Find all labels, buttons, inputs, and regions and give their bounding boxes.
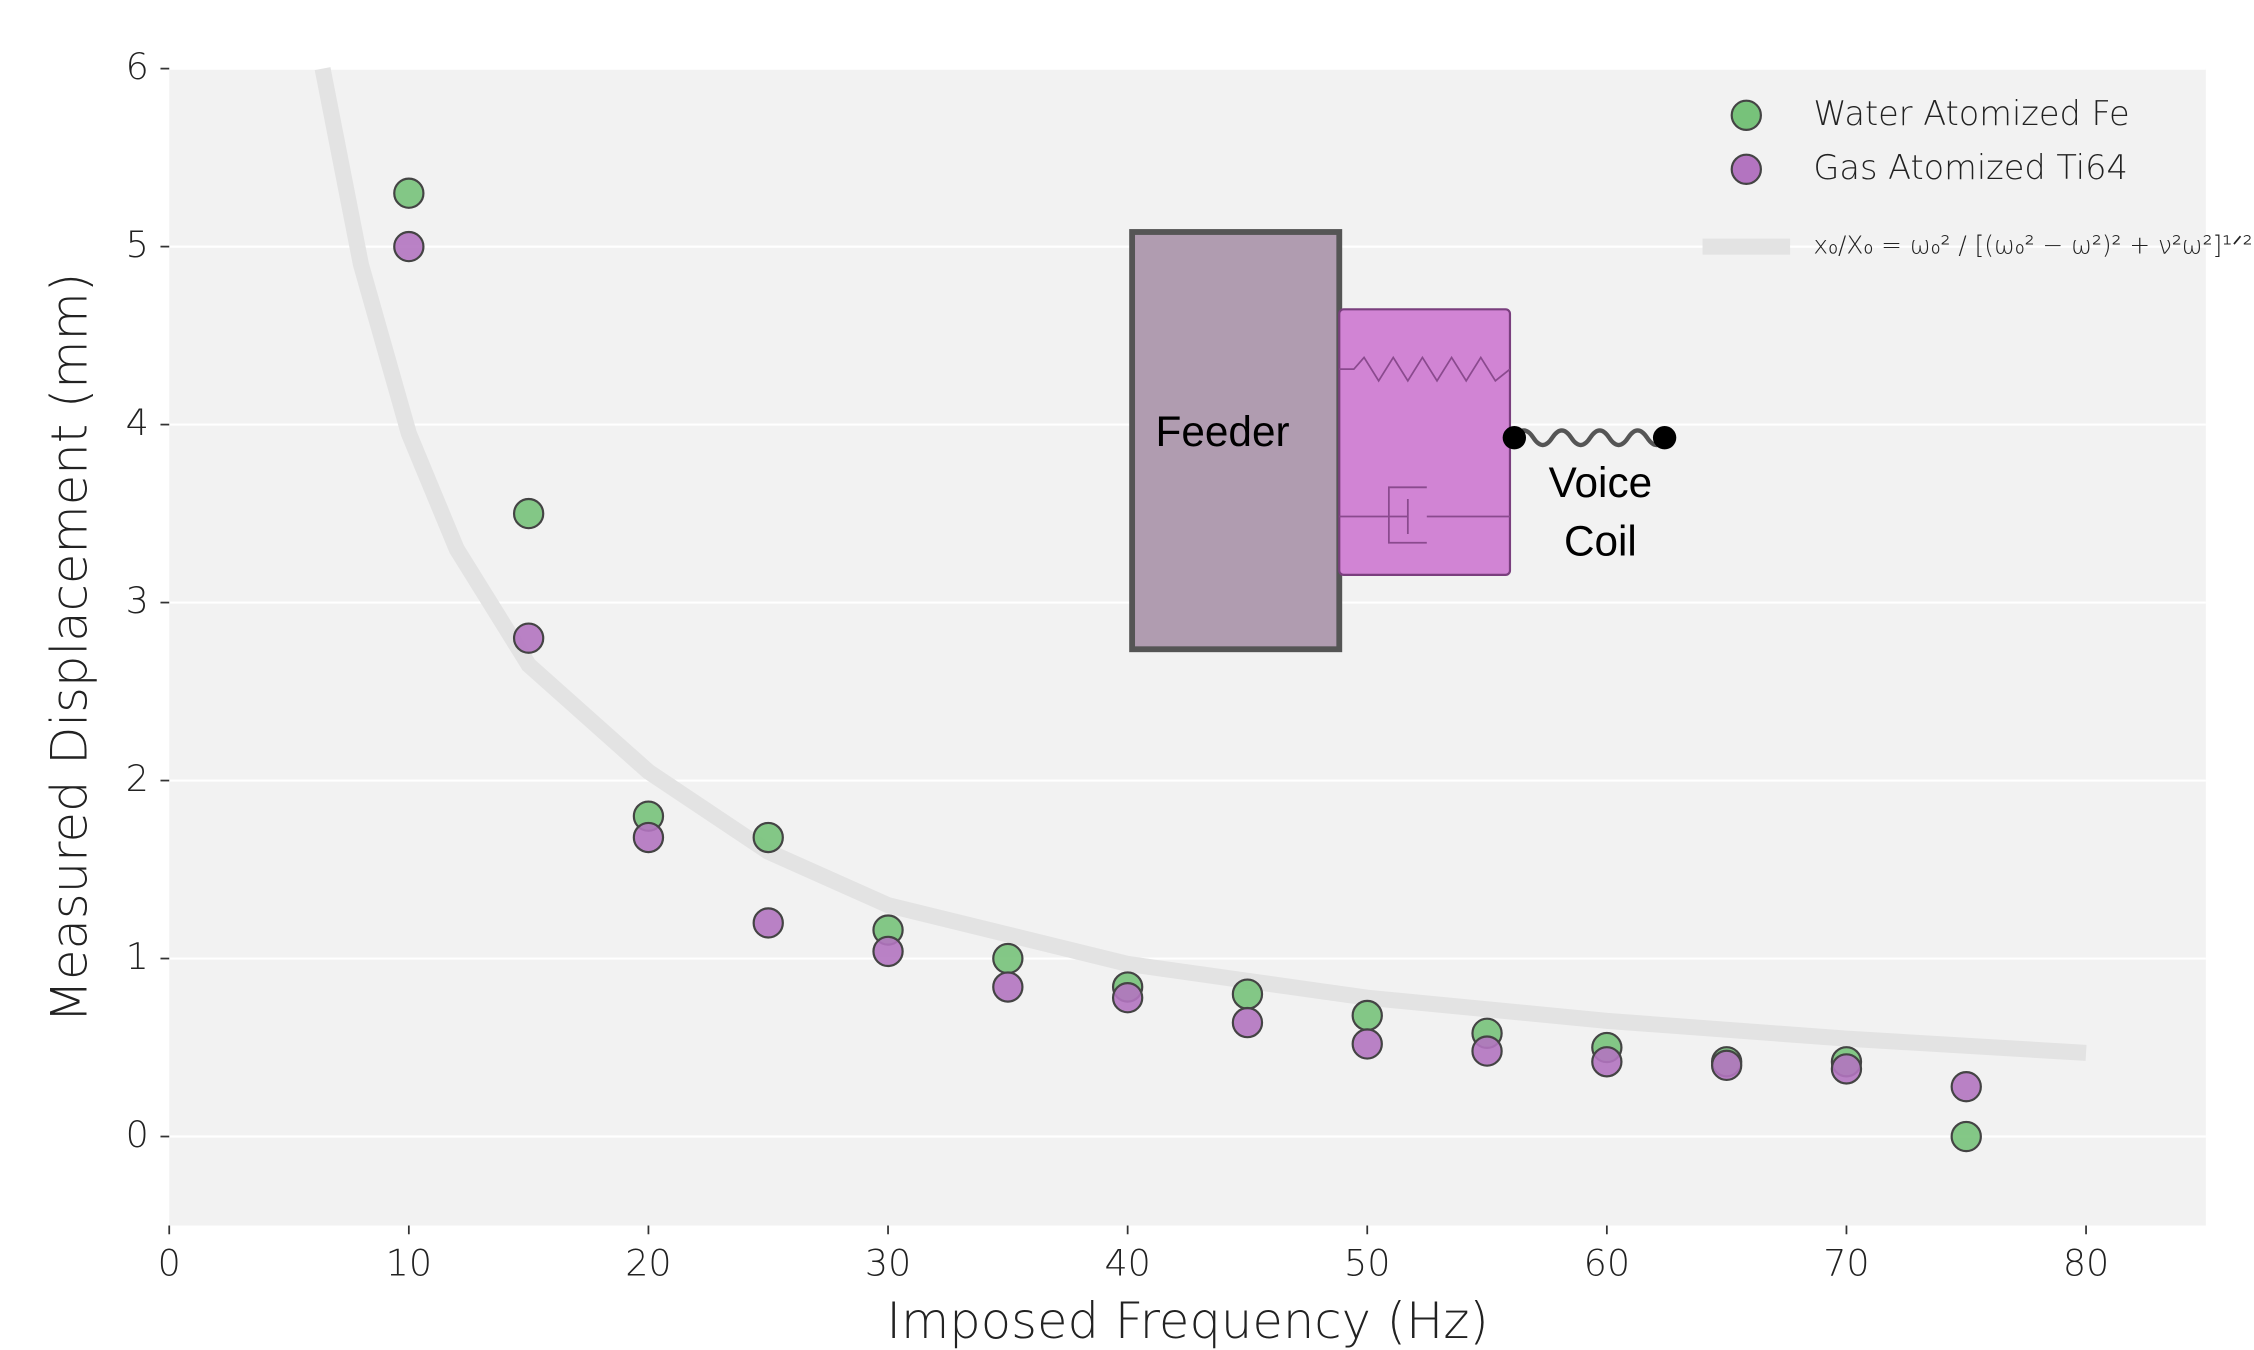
y-tick-label: 4 <box>126 401 149 444</box>
legend-marker <box>1730 153 1762 185</box>
annotation: Feeder <box>1156 408 1290 455</box>
y-tick-label: 1 <box>126 935 149 978</box>
point <box>393 230 425 263</box>
x-tick-label: 70 <box>1823 1241 1869 1284</box>
point <box>1710 1049 1743 1082</box>
point <box>512 622 545 654</box>
coil-end <box>1502 426 1527 450</box>
y-axis-label: Measured Displacement (mm) <box>40 273 98 1023</box>
coil-end <box>1652 426 1677 450</box>
point <box>1471 1035 1503 1067</box>
point <box>393 177 425 209</box>
annotation: Coil <box>1564 517 1637 564</box>
coupling-box <box>1338 308 1512 576</box>
inset-diagram: Feeder Voice Coil <box>1129 229 1677 653</box>
point <box>992 971 1024 1003</box>
point <box>752 907 784 939</box>
point <box>1111 982 1144 1014</box>
point <box>1830 1053 1863 1085</box>
legend-label: x₀/X₀ = ω₀² / [(ω₀² − ω²)² + ν²ω²]¹ᐟ² <box>1813 231 2252 260</box>
y-tick-label: 2 <box>126 757 149 800</box>
point <box>632 821 665 854</box>
spring <box>1339 355 1511 383</box>
y-tick-label: 5 <box>126 223 149 266</box>
annotation: Voice <box>1549 459 1652 506</box>
x-tick-label: 30 <box>865 1241 911 1284</box>
legend-marker <box>1730 99 1762 131</box>
point <box>992 942 1024 975</box>
point <box>752 821 784 854</box>
x-tick-label: 60 <box>1584 1241 1630 1284</box>
point <box>1231 978 1264 1010</box>
x-tick-label: 80 <box>2063 1241 2109 1284</box>
point <box>1351 1028 1383 1060</box>
point <box>1231 1006 1264 1039</box>
x-tick-label: 0 <box>158 1241 181 1284</box>
x-tick-label: 10 <box>386 1241 432 1284</box>
legend-label: Gas Atomized Ti64 <box>1813 148 2127 187</box>
x-tick-label: 20 <box>625 1241 671 1284</box>
damper <box>1339 486 1510 544</box>
coil-wave <box>1512 428 1668 448</box>
y-tick-label: 3 <box>126 579 149 622</box>
legend-label: Water Atomized Fe <box>1813 94 2129 133</box>
feeder-box <box>1129 229 1343 653</box>
x-tick-label: 40 <box>1104 1241 1150 1284</box>
point <box>1591 1046 1623 1078</box>
point <box>512 497 545 530</box>
point <box>1950 1120 1982 1153</box>
y-tick-label: 6 <box>126 45 149 88</box>
point <box>872 935 904 968</box>
y-tick-label: 0 <box>126 1113 149 1156</box>
x-tick-label: 50 <box>1344 1241 1390 1284</box>
point <box>1351 999 1383 1032</box>
x-axis-label: Imposed Frequency (Hz) <box>886 1292 1488 1350</box>
point <box>1950 1071 1982 1103</box>
